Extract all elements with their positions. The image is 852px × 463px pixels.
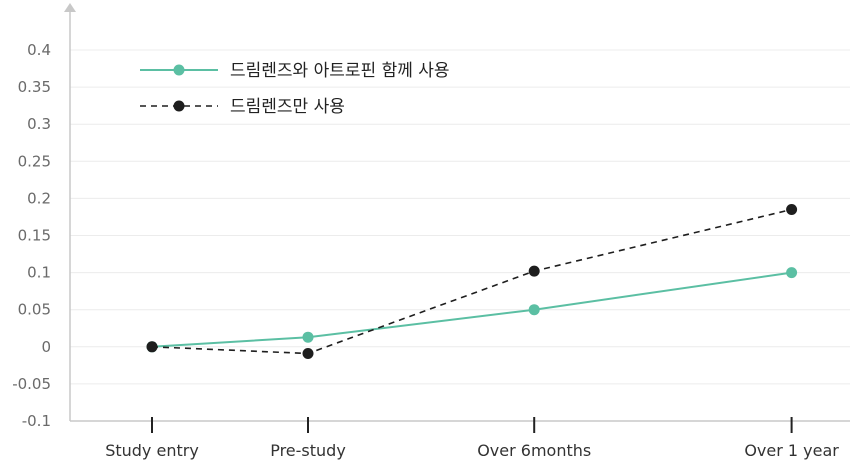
- data-point: [786, 267, 798, 279]
- y-tick-label: 0.25: [18, 152, 51, 170]
- data-point: [302, 331, 314, 343]
- x-tick-label: Pre-study: [270, 441, 346, 460]
- data-point: [302, 348, 314, 359]
- gridlines: [70, 49, 850, 385]
- y-tick-label: 0.15: [18, 227, 51, 245]
- data-point: [528, 304, 540, 316]
- data-point: [528, 265, 540, 277]
- y-axis-arrow-icon: [64, 3, 76, 12]
- x-tick-label: Study entry: [105, 441, 199, 460]
- series-line-1: [151, 271, 792, 348]
- y-tick-label: 0.2: [27, 189, 51, 207]
- y-tick-label: 0.3: [27, 115, 51, 133]
- x-tick-label: Over 1 year: [744, 441, 839, 460]
- y-tick-label: 0.35: [18, 78, 51, 96]
- y-tick-label: 0.1: [27, 264, 51, 282]
- data-point: [786, 204, 798, 215]
- series-line-2: [151, 208, 792, 355]
- x-axis: Study entry Pre-study Over 6months Over 1 y…: [70, 417, 850, 460]
- y-tick-label: -0.1: [22, 412, 51, 430]
- data-point: [146, 341, 158, 353]
- y-tick-label: -0.05: [12, 375, 51, 393]
- series-group: [146, 204, 798, 359]
- y-tick-label: 0.05: [18, 301, 51, 319]
- legend-label: 드림렌즈만 사용: [230, 97, 345, 117]
- x-tick-label: Over 6months: [477, 441, 591, 460]
- y-tick-label: 0: [41, 338, 51, 356]
- legend-swatch-marker: [173, 64, 185, 76]
- y-tick-label: 0.4: [27, 41, 51, 59]
- y-axis: 0.4 0.35 0.3 0.25 0.2 0.15 0.1 0.05 0 -0.05 -0.1: [12, 3, 76, 430]
- legend-swatch-marker: [173, 100, 185, 112]
- legend-label: 드림렌즈와 아트로핀 함께 사용: [230, 61, 450, 81]
